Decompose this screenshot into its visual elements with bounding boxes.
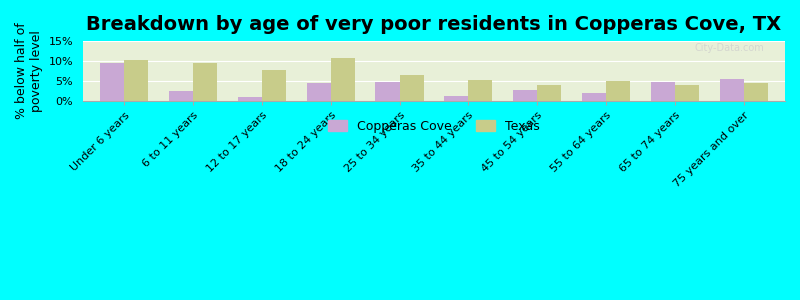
Bar xyxy=(100,63,124,101)
Bar xyxy=(675,85,699,101)
Legend: Copperas Cove, Texas: Copperas Cove, Texas xyxy=(323,115,545,138)
Bar xyxy=(444,96,468,101)
Bar xyxy=(468,80,493,101)
Y-axis label: % below half of
poverty level: % below half of poverty level xyxy=(15,22,43,119)
Bar xyxy=(330,58,354,101)
Bar xyxy=(193,63,217,101)
Bar xyxy=(262,70,286,101)
Bar xyxy=(582,93,606,101)
Bar xyxy=(538,85,562,101)
Bar xyxy=(169,91,193,101)
Text: City-Data.com: City-Data.com xyxy=(694,43,764,53)
Bar xyxy=(744,83,768,101)
Bar xyxy=(124,60,148,101)
Bar xyxy=(513,90,538,101)
Bar xyxy=(399,75,424,101)
Bar xyxy=(375,82,399,101)
Title: Breakdown by age of very poor residents in Copperas Cove, TX: Breakdown by age of very poor residents … xyxy=(86,15,782,34)
Bar xyxy=(606,81,630,101)
Bar xyxy=(238,97,262,101)
Bar xyxy=(650,82,675,101)
Bar xyxy=(720,79,744,101)
Bar xyxy=(306,83,330,101)
